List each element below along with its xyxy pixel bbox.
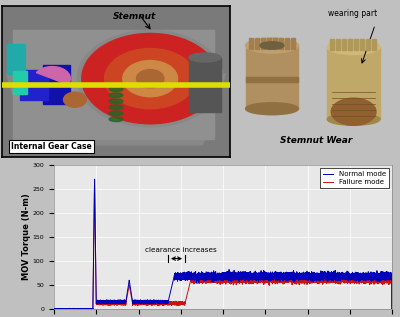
- Ellipse shape: [109, 117, 123, 121]
- Ellipse shape: [327, 113, 380, 125]
- Ellipse shape: [260, 42, 284, 49]
- Bar: [366, 40, 370, 50]
- Text: clearance increases: clearance increases: [145, 247, 216, 253]
- Bar: [342, 40, 346, 50]
- Bar: [43, 65, 70, 104]
- Circle shape: [64, 92, 86, 107]
- Bar: [354, 40, 358, 50]
- Ellipse shape: [109, 105, 123, 109]
- Ellipse shape: [109, 111, 123, 115]
- Ellipse shape: [327, 40, 380, 55]
- Circle shape: [82, 34, 218, 124]
- Bar: [13, 30, 214, 139]
- Failure mode: [352, 279, 357, 282]
- Bar: [189, 58, 221, 112]
- Bar: [267, 38, 271, 49]
- Ellipse shape: [189, 53, 221, 62]
- Failure mode: [85, 307, 90, 311]
- Text: Stemnut: Stemnut: [113, 12, 156, 21]
- Bar: [13, 71, 27, 94]
- Text: wearing part: wearing part: [328, 10, 377, 18]
- Bar: [279, 38, 283, 49]
- Bar: [246, 77, 298, 82]
- Normal mode: [321, 275, 326, 279]
- Bar: [372, 40, 376, 50]
- Failure mode: [92, 177, 97, 181]
- Circle shape: [136, 70, 164, 88]
- Text: Stemnut Wear: Stemnut Wear: [280, 136, 352, 145]
- Failure mode: [390, 307, 394, 311]
- Bar: [336, 40, 340, 50]
- Line: Failure mode: Failure mode: [54, 179, 392, 309]
- Bar: [6, 44, 25, 74]
- Bar: [261, 38, 265, 49]
- Bar: [327, 47, 380, 119]
- Failure mode: [137, 302, 142, 306]
- Bar: [348, 40, 352, 50]
- Polygon shape: [6, 74, 226, 145]
- Circle shape: [123, 61, 178, 97]
- Failure mode: [376, 276, 381, 280]
- Bar: [255, 38, 259, 49]
- Failure mode: [321, 277, 326, 281]
- Wedge shape: [36, 67, 70, 85]
- Normal mode: [376, 272, 381, 276]
- Failure mode: [52, 307, 56, 311]
- Ellipse shape: [109, 87, 123, 91]
- Bar: [249, 38, 253, 49]
- Circle shape: [105, 49, 196, 109]
- Bar: [246, 46, 298, 109]
- Normal mode: [52, 307, 56, 311]
- Ellipse shape: [331, 98, 376, 125]
- Normal mode: [137, 299, 142, 303]
- Normal mode: [92, 177, 97, 181]
- Line: Normal mode: Normal mode: [54, 179, 392, 309]
- Bar: [291, 38, 295, 49]
- Circle shape: [86, 36, 214, 121]
- Normal mode: [329, 275, 334, 279]
- Bar: [20, 70, 48, 100]
- Normal mode: [390, 307, 394, 311]
- Bar: [273, 38, 277, 49]
- Normal mode: [85, 307, 90, 311]
- Bar: [285, 38, 289, 49]
- Ellipse shape: [109, 99, 123, 103]
- Normal mode: [352, 277, 357, 281]
- Circle shape: [77, 30, 223, 127]
- Failure mode: [329, 278, 334, 282]
- Legend: Normal mode, Failure mode: Normal mode, Failure mode: [320, 168, 388, 188]
- Text: Internal Gear Case: Internal Gear Case: [11, 142, 92, 151]
- Bar: [360, 40, 364, 50]
- Y-axis label: MOV Torque (N-m): MOV Torque (N-m): [22, 194, 31, 280]
- Bar: [330, 40, 334, 50]
- Ellipse shape: [246, 38, 298, 53]
- Ellipse shape: [246, 103, 298, 115]
- Ellipse shape: [109, 93, 123, 97]
